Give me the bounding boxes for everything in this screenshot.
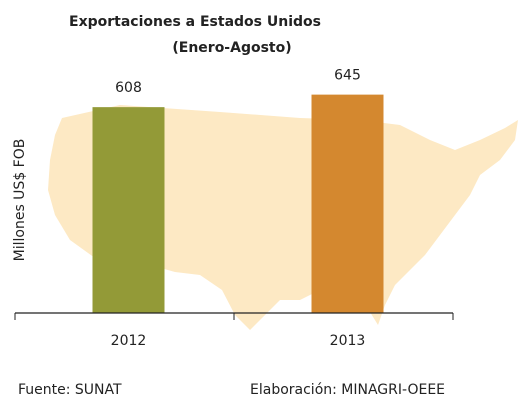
value-label: 645: [334, 68, 361, 84]
bar: [311, 94, 384, 313]
x-tick-label: 2012: [111, 333, 147, 349]
bar: [92, 107, 165, 313]
map-background: [48, 105, 518, 330]
chart-title: Exportaciones a Estados Unidos: [69, 14, 321, 30]
source-note: Fuente: SUNAT: [18, 382, 122, 398]
y-axis-label: Millones US$ FOB: [12, 139, 28, 262]
value-label: 608: [115, 80, 142, 96]
credit-note: Elaboración: MINAGRI-OEEE: [250, 382, 445, 398]
bars: [92, 94, 384, 313]
chart-subtitle: (Enero-Agosto): [172, 40, 291, 56]
x-tick-label: 2013: [330, 333, 366, 349]
